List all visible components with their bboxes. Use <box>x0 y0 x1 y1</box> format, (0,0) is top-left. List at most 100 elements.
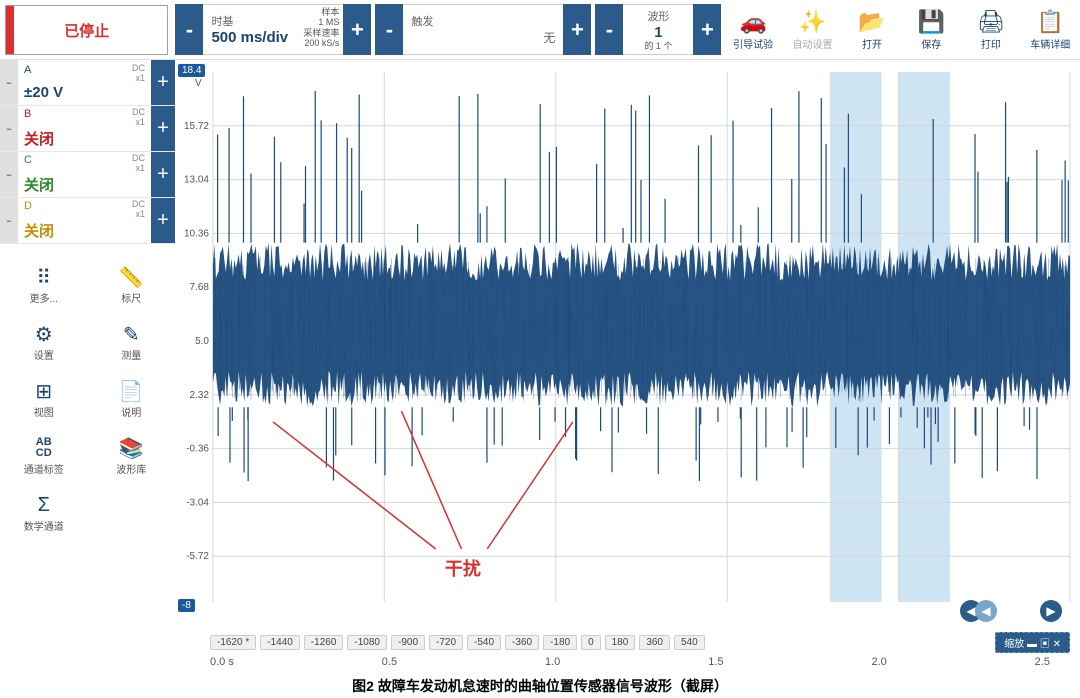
timebase-meta3: 采样速率 <box>303 28 339 38</box>
tool-6[interactable]: ABCD通道标签 <box>0 427 88 484</box>
waveform-plus[interactable]: + <box>693 4 721 55</box>
vehicle-details-button[interactable]: 📋车辆详细 <box>1021 0 1080 59</box>
svg-text:-0.36: -0.36 <box>186 444 209 455</box>
x-pill[interactable]: 360 <box>639 635 670 650</box>
x-pill[interactable]: -360 <box>505 635 539 650</box>
channel-B-id: B <box>24 108 31 128</box>
nav-right-icon[interactable]: ▶ <box>1040 600 1062 622</box>
x-pill[interactable]: -900 <box>391 635 425 650</box>
svg-text:-3.04: -3.04 <box>186 497 209 508</box>
guide-test-button[interactable]: 🚗引导试验 <box>723 0 782 59</box>
tool-0-label: 更多... <box>30 290 58 305</box>
y-top-badge: 18.4 <box>178 64 205 77</box>
wand-icon: ✨ <box>799 8 826 36</box>
tool-1[interactable]: 📏标尺 <box>88 256 176 313</box>
channel-C-plus[interactable]: + <box>151 152 175 197</box>
auto-setup-button[interactable]: ✨自动设置 <box>783 0 842 59</box>
tool-2[interactable]: ⚙设置 <box>0 313 88 370</box>
tool-1-icon: 📏 <box>119 264 144 290</box>
x-pill[interactable]: -1440 <box>260 635 300 650</box>
x-pill[interactable]: -1620 * <box>210 635 256 650</box>
clipboard-icon: 📋 <box>1037 8 1064 36</box>
tool-6-label: 通道标签 <box>24 461 64 476</box>
channel-C-id: C <box>24 154 32 174</box>
x-axis-labels: 0.0 s0.51.01.52.02.5 <box>210 656 1050 676</box>
save-button[interactable]: 💾保存 <box>902 0 961 59</box>
top-toolbar: 已停止 - 时基 500 ms/div 样本 1 MS 采样速率 200 kS/… <box>0 0 1080 60</box>
channel-C-minus[interactable]: - <box>0 152 18 197</box>
tool-1-label: 标尺 <box>121 290 141 305</box>
channel-A-minus[interactable]: - <box>0 60 18 105</box>
svg-text:7.68: 7.68 <box>190 282 210 293</box>
tool-5[interactable]: 📄说明 <box>88 370 176 427</box>
svg-text:10.36: 10.36 <box>184 228 209 239</box>
open-button[interactable]: 📂打开 <box>842 0 901 59</box>
x-pill-row: -1620 * -1440 -1260-1080 -900 -720 -540 -360 -1… <box>210 633 1070 651</box>
tool-3[interactable]: ✎测量 <box>88 313 176 370</box>
timebase-meta1: 样本 <box>303 7 339 17</box>
trigger-minus[interactable]: - <box>375 4 403 55</box>
waveform-sub: 的 1 个 <box>644 41 672 52</box>
x-pill[interactable]: -1260 <box>304 635 344 650</box>
channel-D-meta: DCx1 <box>132 200 145 220</box>
waveform-chart: 15.7213.0410.367.685.02.32-0.36-3.04-5.7… <box>175 60 1078 630</box>
tool-4-icon: ⊞ <box>35 378 52 404</box>
tool-8-icon: Σ <box>38 492 50 518</box>
waveform-minus[interactable]: - <box>595 4 623 55</box>
nav-left2-icon[interactable]: ◀ <box>975 600 997 622</box>
tool-7[interactable]: 📚波形库 <box>88 427 176 484</box>
channel-B-minus[interactable]: - <box>0 106 18 151</box>
x-tick: 2.0 <box>871 656 886 676</box>
x-pill[interactable]: 180 <box>605 635 636 650</box>
x-pill[interactable]: -180 <box>543 635 577 650</box>
svg-text:5.0: 5.0 <box>195 336 209 347</box>
tool-0[interactable]: ⠿更多... <box>0 256 88 313</box>
x-tick: 1.0 <box>545 656 560 676</box>
tool-2-icon: ⚙ <box>35 321 53 347</box>
car-icon: 🚗 <box>739 8 766 36</box>
tool-8-label: 数学通道 <box>24 518 64 533</box>
channel-D-plus[interactable]: + <box>151 198 175 243</box>
channel-A-id: A <box>24 64 31 84</box>
x-tick: 1.5 <box>708 656 723 676</box>
tool-7-label: 波形库 <box>116 461 146 476</box>
svg-text:-5.72: -5.72 <box>186 551 209 562</box>
waveform-control: - 波形 1 的 1 个 + <box>595 4 721 55</box>
x-pill[interactable]: 0 <box>581 635 601 650</box>
status-button[interactable]: 已停止 <box>5 5 168 55</box>
figure-caption: 图2 故障车发动机怠速时的曲轴位置传感器信号波形（截屏） <box>0 676 1080 696</box>
svg-text:2.32: 2.32 <box>190 390 210 401</box>
channel-d: - D DCx1 关闭 + <box>0 198 175 244</box>
zoom-control[interactable]: 缩放 ▬ ▣ ✕ <box>995 632 1070 653</box>
x-pill[interactable]: -540 <box>467 635 501 650</box>
waveform-title: 波形 <box>647 8 669 24</box>
save-icon: 💾 <box>918 8 945 36</box>
timebase-meta4: 200 kS/s <box>303 38 339 48</box>
timebase-control: - 时基 500 ms/div 样本 1 MS 采样速率 200 kS/s + <box>175 4 371 55</box>
tool-5-label: 说明 <box>121 404 141 419</box>
folder-open-icon: 📂 <box>858 8 885 36</box>
tool-5-icon: 📄 <box>119 378 144 404</box>
channel-B-plus[interactable]: + <box>151 106 175 151</box>
tool-6-icon: ABCD <box>36 435 52 461</box>
waveform-value: 1 <box>654 24 662 41</box>
x-pill[interactable]: 540 <box>674 635 705 650</box>
left-panel: - A DCx1 ±20 V +- B DCx1 关闭 +- C DCx1 关闭… <box>0 60 175 541</box>
trigger-title: 触发 <box>411 13 555 29</box>
channel-A-meta: DCx1 <box>132 64 145 84</box>
timebase-minus[interactable]: - <box>175 4 203 55</box>
tool-4-label: 视图 <box>34 404 54 419</box>
tool-8[interactable]: Σ数学通道 <box>0 484 88 541</box>
print-button[interactable]: 🖨打印 <box>961 0 1020 59</box>
trigger-plus[interactable]: + <box>563 4 591 55</box>
channel-D-id: D <box>24 200 32 220</box>
tool-4[interactable]: ⊞视图 <box>0 370 88 427</box>
x-pill[interactable]: -1080 <box>347 635 387 650</box>
y-bot-badge: -8 <box>178 599 195 612</box>
channel-B-meta: DCx1 <box>132 108 145 128</box>
x-pill[interactable]: -720 <box>429 635 463 650</box>
timebase-plus[interactable]: + <box>343 4 371 55</box>
channel-C-value: 关闭 <box>24 174 145 195</box>
channel-A-plus[interactable]: + <box>151 60 175 105</box>
channel-D-minus[interactable]: - <box>0 198 18 243</box>
